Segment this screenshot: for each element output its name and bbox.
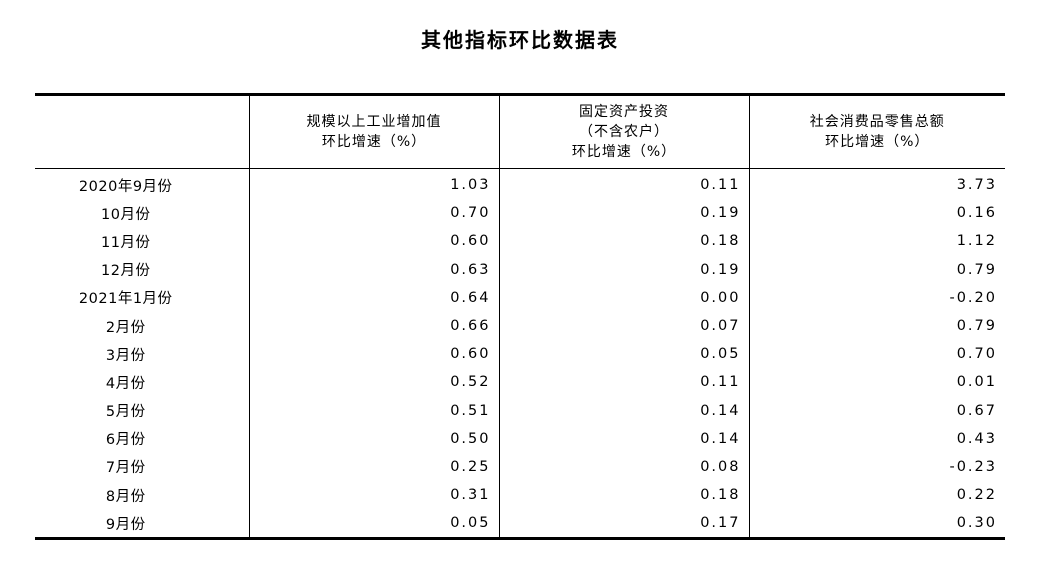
cell-retail: 3.73 [748,168,1005,200]
table-row: 12月份 0.63 0.19 0.79 [35,255,1005,284]
header-investment: 固定资产投资 （不含农户） 环比增速（%） [498,94,749,169]
cell-industry: 0.31 [248,481,499,510]
header-industry-line: 环比增速（%） [321,134,427,150]
cell-period: 7月份 [105,460,146,477]
table-row: 4月份 0.52 0.11 0.01 [35,368,1005,397]
cell-period: 11月份 [101,234,151,251]
cell-investment: 0.07 [498,311,749,341]
cell-industry: 0.60 [248,227,499,256]
table-row: 3月份 0.60 0.05 0.70 [35,340,1005,369]
cell-industry: 0.66 [248,311,499,341]
cell-period: 9月份 [105,516,146,533]
cell-retail: 0.30 [748,509,1005,539]
cell-retail: 0.79 [748,255,1005,284]
table-row: 2020年9月份 1.03 0.11 3.73 [35,168,1005,200]
table-row: 6月份 0.50 0.14 0.43 [35,424,1005,453]
cell-industry: 0.60 [248,340,499,369]
cell-period: 10月份 [101,206,151,223]
cell-period: 2021年1月份 [78,291,173,308]
cell-industry: 0.50 [248,424,499,453]
cell-retail: 0.22 [748,481,1005,510]
cell-investment: 0.14 [498,396,749,425]
table-row: 10月份 0.70 0.19 0.16 [35,199,1005,228]
table-body: 2020年9月份 1.03 0.11 3.73 10月份 0.70 0.19 0.16 11月份… [35,168,1005,539]
cell-investment: 0.17 [498,509,749,539]
cell-industry: 0.25 [248,452,499,482]
cell-industry: 0.05 [248,509,499,539]
cell-industry: 0.70 [248,199,499,228]
header-row: 规模以上工业增加值 环比增速（%） 固定资产投资 （不含农户） 环比增速（%） … [35,94,1005,169]
cell-retail: 1.12 [748,227,1005,256]
cell-investment: 0.18 [498,227,749,256]
cell-investment: 0.14 [498,424,749,453]
cell-retail: 0.70 [748,340,1005,369]
table-row: 2021年1月份 0.64 0.00 -0.20 [35,283,1005,312]
header-retail: 社会消费品零售总额 环比增速（%） [748,94,1005,169]
table-row: 2月份 0.66 0.07 0.79 [35,311,1005,341]
cell-retail: 0.43 [748,424,1005,453]
header-industry: 规模以上工业增加值 环比增速（%） [248,94,499,169]
cell-retail: 0.79 [748,311,1005,341]
cell-retail: 0.67 [748,396,1005,425]
table-row: 7月份 0.25 0.08 -0.23 [35,452,1005,482]
cell-industry: 0.64 [248,283,499,312]
cell-period: 4月份 [105,375,146,392]
cell-industry: 1.03 [248,168,499,200]
header-retail-line: 社会消费品零售总额 [809,114,945,130]
table-row: 5月份 0.51 0.14 0.67 [35,396,1005,425]
cell-period: 3月份 [105,347,146,364]
header-retail-line: 环比增速（%） [825,134,930,150]
header-investment-line: 固定资产投资 [579,104,669,120]
cell-investment: 0.05 [498,340,749,369]
cell-investment: 0.18 [498,481,749,510]
cell-industry: 0.52 [248,368,499,397]
cell-industry: 0.51 [248,396,499,425]
cell-retail: 0.01 [748,368,1005,397]
cell-period: 5月份 [105,404,146,421]
table-row: 11月份 0.60 0.18 1.12 [35,227,1005,256]
cell-period: 2月份 [105,319,146,336]
cell-period: 6月份 [105,432,146,449]
page-title: 其他指标环比数据表 [421,28,619,52]
cell-retail: -0.20 [748,283,1005,312]
table-row: 8月份 0.31 0.18 0.22 [35,481,1005,510]
header-period [35,94,249,169]
cell-period: 2020年9月份 [78,178,173,195]
table-row: 9月份 0.05 0.17 0.30 [35,509,1005,539]
cell-retail: 0.16 [748,199,1005,228]
cell-investment: 0.00 [498,283,749,312]
indicator-table: 规模以上工业增加值 环比增速（%） 固定资产投资 （不含农户） 环比增速（%） … [35,93,1005,541]
cell-retail: -0.23 [748,452,1005,482]
cell-investment: 0.11 [498,168,749,200]
cell-investment: 0.08 [498,452,749,482]
header-investment-line: 环比增速（%） [571,144,677,160]
cell-period: 8月份 [105,488,146,505]
cell-period: 12月份 [101,263,151,280]
cell-investment: 0.11 [498,368,749,397]
header-investment-line: （不含农户） [579,124,669,140]
cell-industry: 0.63 [248,255,499,284]
cell-investment: 0.19 [498,255,749,284]
cell-investment: 0.19 [498,199,749,228]
header-industry-line: 规模以上工业增加值 [306,114,442,130]
